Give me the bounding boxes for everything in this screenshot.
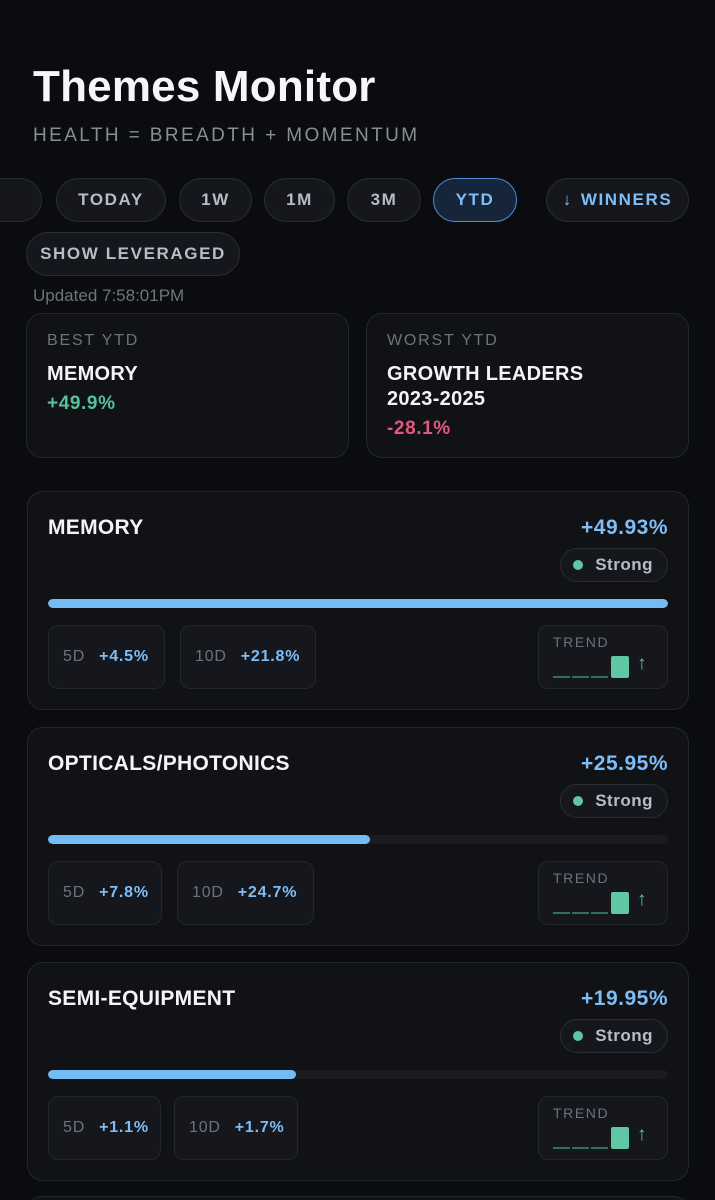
status-dot-icon (573, 560, 584, 570)
period-pill-ytd[interactable]: YTD (433, 178, 517, 222)
period-pill-today[interactable]: TODAY (56, 178, 166, 222)
trend-bar (611, 656, 629, 678)
worst-ytd-label: WORST YTD (387, 332, 499, 349)
theme-card-semi-equipment[interactable]: SEMI-EQUIPMENT +19.95% Strong 5D +1.1% 1… (27, 962, 689, 1181)
theme-return: +49.93% (581, 516, 668, 539)
page-subtitle: HEALTH = BREADTH + MOMENTUM (33, 125, 420, 146)
health-label: Strong (595, 791, 653, 810)
trend-label: TREND (553, 1105, 610, 1121)
stat-5d-value: +1.1% (99, 1119, 149, 1136)
trend-segment (591, 912, 608, 914)
theme-card-memory[interactable]: MEMORY +49.93% Strong 5D +4.5% 10D +21.8… (27, 491, 689, 710)
stat-10d: 10D +21.8% (180, 625, 316, 689)
theme-name: MEMORY (48, 516, 144, 539)
updated-timestamp: Updated 7:58:01PM (33, 286, 185, 305)
progress-fill (48, 1070, 296, 1079)
stat-5d: 5D +4.5% (48, 625, 165, 689)
progress-fill (48, 599, 668, 608)
trend-segment (591, 676, 608, 678)
trend-label: TREND (553, 870, 610, 886)
stat-10d-value: +24.7% (237, 884, 298, 901)
trend-box: TREND ↑ (538, 625, 668, 689)
trend-segment (553, 1147, 570, 1149)
health-label: Strong (595, 555, 653, 574)
stat-5d: 5D +7.8% (48, 861, 162, 925)
stat-10d-value: +21.8% (240, 648, 301, 665)
health-badge: Strong (560, 548, 668, 582)
stat-5d-label: 5D (63, 884, 86, 901)
trend-box: TREND ↑ (538, 1096, 668, 1160)
theme-return: +25.95% (581, 752, 668, 775)
stat-5d-value: +7.8% (99, 884, 149, 901)
trend-bar (611, 1127, 629, 1149)
trend-segment (591, 1147, 608, 1149)
trend-segment (553, 912, 570, 914)
theme-name: OPTICALS/PHOTONICS (48, 752, 290, 775)
progress-fill (48, 835, 371, 844)
trend-segment (572, 676, 589, 678)
period-pill-1w[interactable]: 1W (179, 178, 252, 222)
trend-segment (572, 1147, 589, 1149)
stat-10d-label: 10D (192, 884, 224, 901)
theme-card-next[interactable] (27, 1196, 689, 1200)
stat-5d: 5D +1.1% (48, 1096, 161, 1160)
stat-5d-label: 5D (63, 648, 86, 665)
health-badge: Strong (560, 1019, 668, 1053)
theme-card-opticals-photonics[interactable]: OPTICALS/PHOTONICS +25.95% Strong 5D +7.… (27, 727, 689, 946)
arrow-up-icon: ↑ (637, 889, 647, 910)
stat-5d-value: +4.5% (99, 648, 149, 665)
best-ytd-name: MEMORY (47, 363, 139, 385)
theme-return: +19.95% (581, 987, 668, 1010)
stat-10d-label: 10D (195, 648, 227, 665)
health-badge: Strong (560, 784, 668, 818)
worst-ytd-name: GROWTH LEADERS 2023-2025 (387, 363, 584, 410)
progress-track (48, 599, 668, 608)
stat-10d-label: 10D (189, 1119, 221, 1136)
stat-5d-label: 5D (63, 1119, 86, 1136)
progress-track (48, 835, 668, 844)
show-leveraged-button[interactable]: SHOW LEVERAGED (26, 232, 240, 276)
arrow-up-icon: ↑ (637, 653, 647, 674)
trend-label: TREND (553, 634, 610, 650)
health-label: Strong (595, 1026, 653, 1045)
trend-segment (572, 912, 589, 914)
trend-segment (553, 676, 570, 678)
stat-10d-value: +1.7% (234, 1119, 285, 1136)
progress-track (48, 1070, 668, 1079)
arrow-up-icon: ↑ (637, 1124, 647, 1145)
period-pill-3m[interactable]: 3M (347, 178, 421, 222)
trend-box: TREND ↑ (538, 861, 668, 925)
status-dot-icon (573, 796, 584, 806)
stat-10d: 10D +1.7% (174, 1096, 298, 1160)
page-title: Themes Monitor (33, 62, 376, 111)
best-ytd-value: +49.9% (47, 393, 116, 414)
arrow-down-icon: ↓ (562, 190, 573, 209)
best-ytd-card[interactable]: BEST YTD MEMORY +49.9% (26, 313, 349, 458)
theme-name: SEMI-EQUIPMENT (48, 987, 236, 1010)
stat-10d: 10D +24.7% (177, 861, 314, 925)
best-ytd-label: BEST YTD (47, 332, 140, 349)
period-pill-offscreen[interactable] (0, 178, 42, 222)
period-pill-1m[interactable]: 1M (264, 178, 335, 222)
worst-ytd-card[interactable]: WORST YTD GROWTH LEADERS 2023-2025 -28.1… (366, 313, 689, 458)
worst-ytd-value: -28.1% (387, 418, 451, 439)
trend-bar (611, 892, 629, 914)
status-dot-icon (573, 1031, 584, 1041)
sort-winners-button[interactable]: ↓ WINNERS (546, 178, 689, 222)
sort-winners-label: WINNERS (580, 190, 673, 209)
